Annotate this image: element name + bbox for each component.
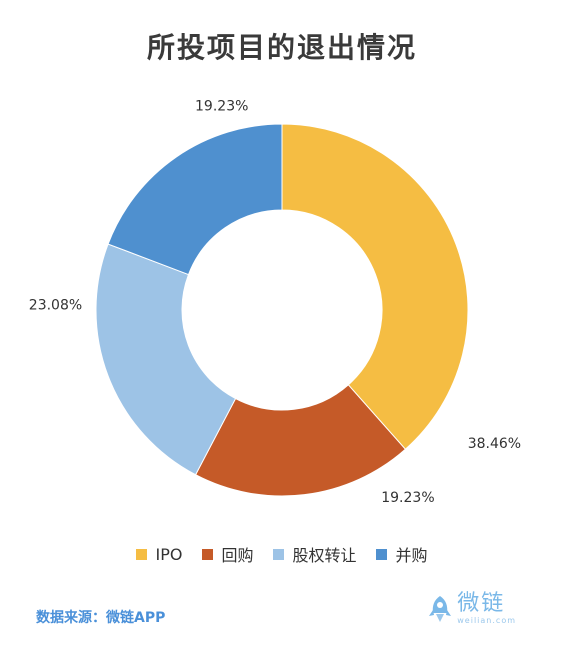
logo-text: 微链 weilian.com: [457, 592, 516, 626]
value-label-merger: 19.23%: [195, 98, 248, 114]
legend-label-buyback: 回购: [221, 546, 254, 565]
legend-swatch-merger: [376, 548, 388, 560]
donut-slice-buyback: [194, 384, 407, 497]
donut-slice-equity-transfer: [95, 243, 237, 476]
chart-legend: IPO 回购 股权转让 并购: [0, 542, 564, 566]
donut-slices: [95, 123, 469, 497]
donut-slice-ipo: [281, 123, 469, 450]
donut-value-labels: 38.46% 19.23% 23.08% 19.23%: [29, 98, 521, 506]
legend-swatch-buyback: [202, 548, 214, 560]
logo-domain: weilian.com: [457, 616, 516, 625]
legend-label-ipo: IPO: [155, 544, 183, 564]
legend-item-equity-transfer: 股权转让: [273, 542, 356, 566]
legend-item-buyback: 回购: [202, 542, 253, 566]
rocket-icon: [429, 596, 452, 622]
value-label-equity-transfer: 23.08%: [29, 298, 82, 314]
data-source-text: 数据来源：微链APP: [36, 610, 166, 626]
value-label-ipo: 38.46%: [468, 436, 521, 452]
donut-slice-merger: [107, 123, 283, 276]
legend-swatch-equity-transfer: [273, 548, 285, 560]
legend-item-ipo: IPO: [136, 542, 182, 566]
chart-title: 所投项目的退出情况: [146, 31, 417, 64]
legend-swatch-ipo: [136, 548, 148, 560]
brand-logo: 微链 weilian.com: [427, 592, 516, 626]
legend-label-equity-transfer: 股权转让: [292, 546, 357, 565]
logo-name: 微链: [457, 591, 506, 616]
value-label-buyback: 19.23%: [381, 490, 434, 506]
legend-item-merger: 并购: [376, 542, 428, 566]
legend-label-merger: 并购: [395, 546, 428, 565]
